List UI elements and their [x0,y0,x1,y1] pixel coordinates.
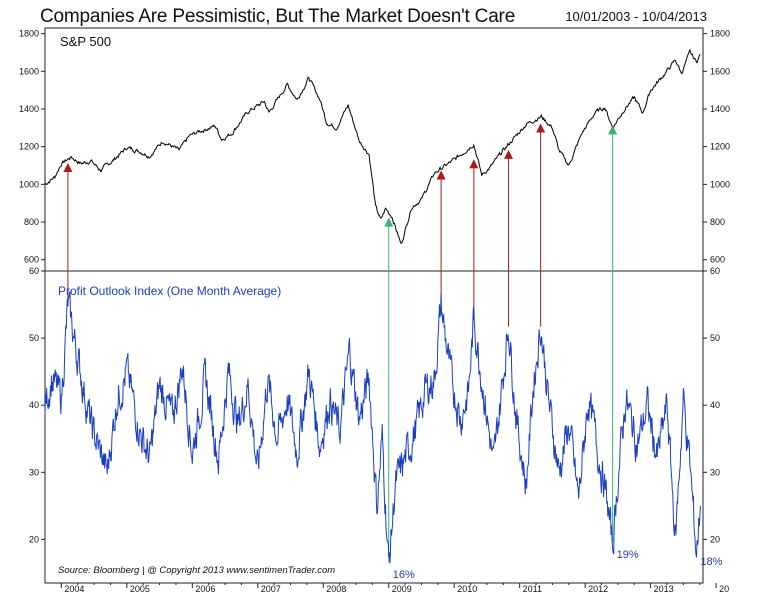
red-triangle-marker [436,170,446,180]
x-tick-label: 2010 [457,584,477,594]
profit-ytick-label-left: 40 [29,400,39,410]
profit-ytick-label-left: 60 [29,266,39,276]
x-tick-label: 2012 [588,584,608,594]
sp500-ytick-label-left: 1600 [19,66,39,76]
profit-ytick-label-left: 50 [29,333,39,343]
sp500-ytick-label-right: 1400 [710,104,730,114]
sp500-ytick-label-left: 1400 [19,104,39,114]
red-triangle-marker [536,123,546,133]
signal-markers [63,123,618,227]
sp500-ytick-label-right: 1000 [710,179,730,189]
sp500-ytick-label-right: 600 [710,255,725,265]
x-tick-label: 2005 [130,584,150,594]
profit-ytick-label-left: 20 [29,534,39,544]
sp500-panel-label: S&P 500 [60,34,111,49]
sp500-line [44,48,701,245]
source-footer: Source: Bloomberg | @ Copyright 2013 www… [58,565,335,576]
red-triangle-marker [469,159,479,169]
signal-connectors [67,127,614,563]
sp500-ytick-label-left: 1800 [19,29,39,39]
sp500-ytick-label-left: 800 [24,217,39,227]
profit-outlook-line [44,291,701,564]
sp500-ytick-label-left: 600 [24,255,39,265]
sp500-ytick-label-left: 1200 [19,142,39,152]
x-tick-label: 20 [719,584,729,594]
profit-ytick-label-right: 60 [710,266,720,276]
profit-ytick-label-left: 30 [29,467,39,477]
date-range: 10/01/2003 - 10/04/2013 [565,9,707,24]
x-tick-label: 2013 [654,584,674,594]
profit-ytick-label-right: 40 [710,400,720,410]
profit-ytick-label-right: 20 [710,534,720,544]
profit-ytick-label-right: 30 [710,467,720,477]
profit-ytick-label-right: 50 [710,333,720,343]
sp500-ytick-label-right: 1800 [710,29,730,39]
profit-panel-label: Profit Outlook Index (One Month Average) [58,284,281,298]
sp500-ytick-label-right: 800 [710,217,725,227]
green-triangle-marker [608,125,618,135]
trough-percent-label: 16% [393,569,415,581]
x-tick-label: 2007 [261,584,281,594]
red-triangle-marker [63,163,73,173]
red-triangle-marker [504,149,514,159]
trough-percent-label: 19% [617,549,639,561]
percent-annotations: 16% 19% 18% [393,549,723,581]
x-tick-label: 2004 [64,584,84,594]
sp500-ytick-label-left: 1000 [19,179,39,189]
chart-title: Companies Are Pessimistic, But The Marke… [40,6,516,27]
x-tick-label: 2006 [195,584,215,594]
chart-frame [44,27,704,584]
axis-ticks: 600 600 800 800 1000 1000 1200 1200 1400 1400 1600… [19,29,730,594]
x-tick-label: 2011 [523,584,542,594]
trough-percent-label: 18% [700,556,722,568]
sp500-ytick-label-right: 1200 [710,142,730,152]
green-triangle-marker [384,217,394,227]
x-tick-label: 2008 [326,584,346,594]
sp500-ytick-label-right: 1600 [710,66,730,76]
x-tick-label: 2009 [392,584,412,594]
